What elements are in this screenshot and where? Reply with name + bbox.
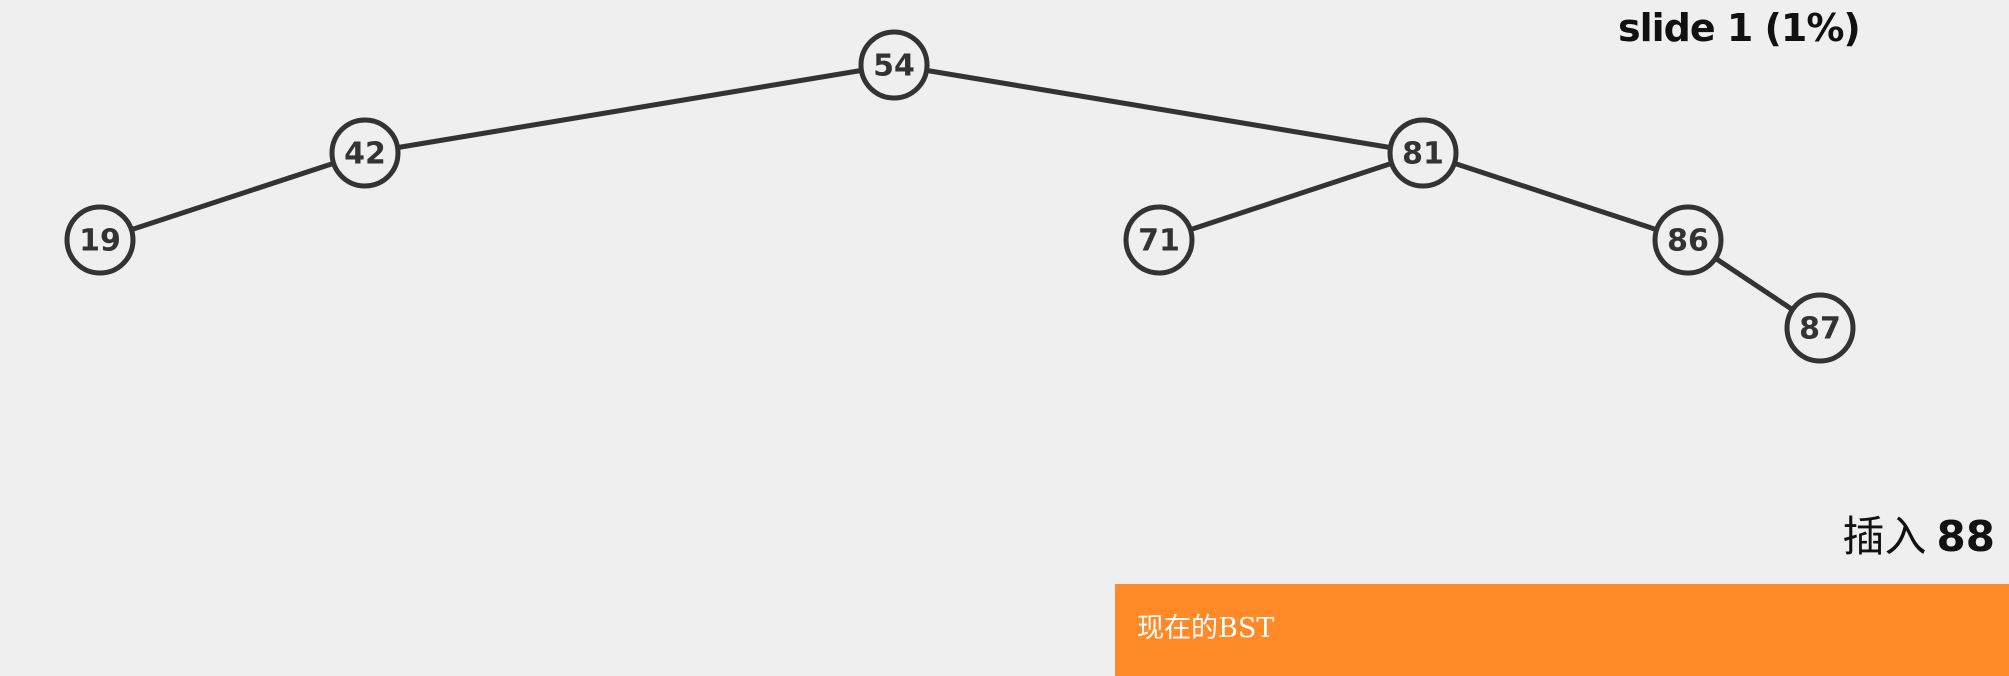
edge-42-19 xyxy=(99,150,366,243)
edge-54-81 xyxy=(893,62,1424,156)
tree-node-71: 71 xyxy=(1123,204,1195,276)
node-label: 81 xyxy=(1402,137,1444,172)
tree-node-54: 54 xyxy=(858,29,930,101)
status-panel: 现在的BST xyxy=(1115,584,2009,676)
node-label: 54 xyxy=(873,49,915,84)
node-circle xyxy=(1784,292,1856,364)
node-label: 87 xyxy=(1799,312,1841,347)
operation-label: 插入 88 xyxy=(1843,503,1995,564)
node-circle xyxy=(1123,204,1195,276)
node-label: 19 xyxy=(79,224,121,259)
tree-node-81: 81 xyxy=(1387,117,1459,189)
edge-81-71 xyxy=(1158,150,1424,243)
node-circle xyxy=(329,117,401,189)
node-circle xyxy=(858,29,930,101)
tree-node-19: 19 xyxy=(64,204,136,276)
tree-node-87: 87 xyxy=(1784,292,1856,364)
edge-54-42 xyxy=(364,62,895,156)
edge-81-86 xyxy=(1422,150,1689,243)
node-circle xyxy=(1652,204,1724,276)
operation-verb: 插入 xyxy=(1842,512,1927,561)
node-label: 71 xyxy=(1138,224,1180,259)
status-text: 现在的BST xyxy=(1137,613,1275,644)
slide-status: slide 1 (1%) xyxy=(1618,6,1861,50)
node-circle xyxy=(64,204,136,276)
operation-value: 88 xyxy=(1936,512,1995,561)
node-circle xyxy=(1387,117,1459,189)
node-label: 86 xyxy=(1667,224,1709,259)
nodes-layer: 54 42 81 19 71 86 87 xyxy=(64,29,1856,364)
edges-layer xyxy=(99,62,1822,331)
tree-node-42: 42 xyxy=(329,117,401,189)
node-label: 42 xyxy=(344,137,386,172)
tree-node-86: 86 xyxy=(1652,204,1724,276)
